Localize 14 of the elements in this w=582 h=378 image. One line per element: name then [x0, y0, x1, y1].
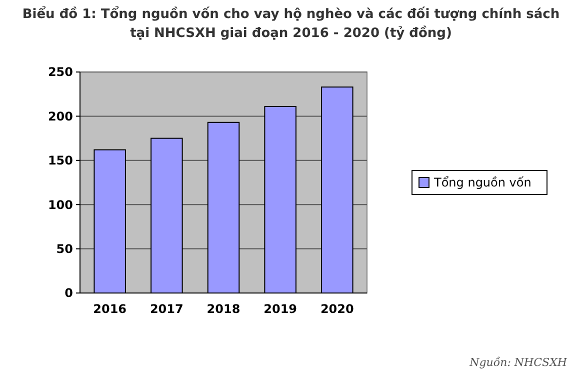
- y-tick-label: 50: [56, 242, 73, 256]
- x-tick-label: 2016: [93, 302, 127, 316]
- chart-title: Biểu đồ 1: Tổng nguồn vốn cho vay hộ nghèo và các đối tượng chính sách tại NHCSXH giai đoạn 2016 - 2020 (tỷ đồng): [22, 6, 560, 41]
- x-tick-label: 2020: [320, 302, 354, 316]
- y-tick-label: 250: [48, 65, 73, 80]
- y-tick-label: 100: [48, 198, 73, 212]
- y-tick-label: 200: [48, 109, 73, 124]
- x-tick-label: 2017: [150, 302, 184, 316]
- legend-label: Tổng nguồn vốn: [433, 176, 532, 190]
- y-tick-label: 0: [64, 286, 73, 300]
- y-tick-label: 150: [48, 154, 73, 168]
- x-tick-label: 2019: [264, 302, 298, 316]
- text: Nguồn: NHCSXH: [468, 356, 568, 369]
- x-tick-label: 2018: [206, 302, 240, 316]
